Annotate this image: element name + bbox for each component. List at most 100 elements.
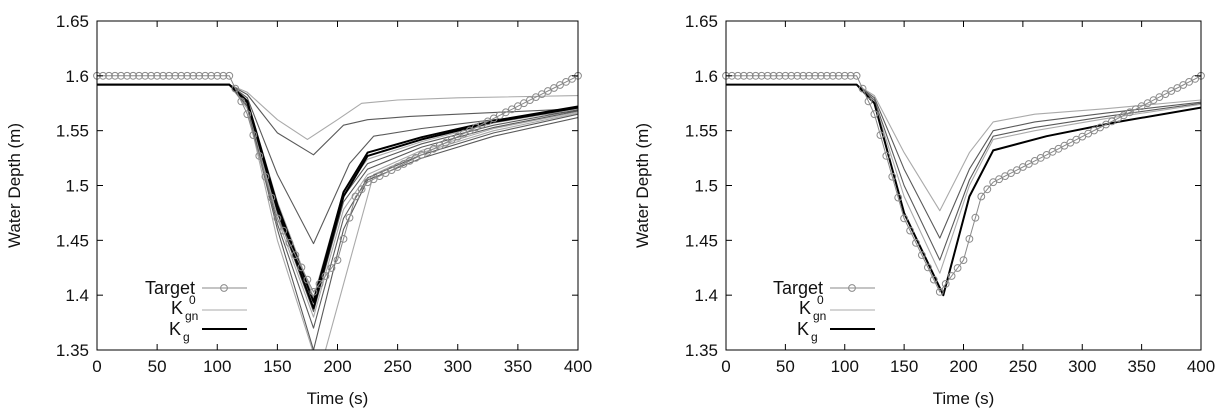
target-point	[1042, 151, 1051, 159]
target-point	[1072, 135, 1081, 144]
target-point	[375, 172, 384, 181]
x-tick-label: 150	[263, 357, 291, 376]
target-point	[840, 71, 849, 80]
plot-frame	[725, 20, 1202, 351]
target-point	[429, 144, 438, 153]
target-point	[339, 235, 348, 243]
target-point	[977, 192, 986, 201]
target-point	[1185, 78, 1193, 86]
kg-series-line	[97, 83, 578, 303]
target-point	[775, 71, 784, 80]
target-point	[111, 71, 119, 80]
x-tick-label: 100	[203, 357, 231, 376]
target-point	[739, 71, 748, 80]
target-point	[1066, 138, 1075, 147]
target-point	[453, 132, 462, 141]
target-point	[763, 71, 772, 80]
y-tick-label: 1.65	[56, 12, 89, 31]
x-tick-label: 100	[831, 357, 859, 376]
x-tick-label: 400	[1187, 357, 1215, 376]
target-point	[417, 151, 426, 159]
legend-sub-kg: g	[811, 330, 818, 344]
target-point	[935, 288, 944, 296]
target-point	[153, 71, 162, 80]
target-point	[562, 78, 570, 86]
target-point	[817, 71, 825, 80]
target-point	[1048, 147, 1057, 156]
target-point	[787, 71, 796, 80]
plot-frame	[96, 20, 579, 351]
target-point	[1001, 172, 1009, 181]
legend-sup-k0gn: 0	[817, 293, 824, 307]
k0-gn-series-line	[97, 84, 578, 245]
target-point	[357, 185, 366, 194]
target-point	[399, 160, 408, 168]
legend-sub-k0gn: gn	[813, 309, 826, 323]
legend-sub-k0gn: gn	[185, 309, 198, 323]
target-point	[912, 239, 920, 247]
legend-label-kg: K	[169, 319, 181, 339]
target-point	[1102, 120, 1110, 129]
target-point	[894, 193, 903, 202]
target-point	[1060, 141, 1069, 150]
target-point	[1013, 166, 1021, 175]
target-point	[435, 141, 444, 150]
target-point	[1119, 111, 1128, 120]
target-point	[793, 71, 802, 80]
target-point	[769, 71, 778, 80]
target-point	[852, 71, 861, 80]
target-point	[459, 129, 468, 138]
target-point	[291, 251, 300, 260]
target-point	[105, 71, 113, 80]
target-point	[829, 71, 837, 80]
target-point	[267, 193, 276, 202]
x-tick-label: 400	[564, 357, 592, 376]
target-point	[1024, 160, 1033, 168]
target-point	[1054, 144, 1063, 153]
y-tick-label: 1.6	[65, 67, 89, 86]
target-point	[261, 172, 270, 181]
target-point	[1161, 90, 1170, 98]
target-point	[381, 169, 390, 178]
target-point	[888, 172, 897, 181]
k0-gn-series-line	[726, 84, 1201, 212]
x-tick-label: 200	[323, 357, 351, 376]
y-tick-label: 1.55	[56, 122, 89, 141]
target-point	[846, 71, 855, 80]
legend-label-k0gn: K	[799, 298, 811, 318]
x-tick-label: 300	[1068, 357, 1096, 376]
target-point	[189, 71, 198, 80]
target-point	[1007, 169, 1015, 178]
y-tick-label: 1.35	[685, 341, 718, 360]
target-point	[405, 157, 414, 165]
target-point	[207, 71, 216, 80]
x-tick-label: 0	[721, 357, 730, 376]
x-tick-label: 0	[92, 357, 101, 376]
target-point	[135, 71, 144, 80]
target-point	[870, 110, 879, 119]
x-tick-label: 250	[383, 357, 411, 376]
y-tick-label: 1.35	[56, 341, 89, 360]
target-point	[781, 71, 790, 80]
target-series-line	[97, 75, 578, 293]
target-point	[520, 99, 528, 108]
target-point	[423, 147, 432, 156]
target-point	[1167, 87, 1176, 95]
target-point	[1155, 93, 1164, 101]
target-point	[864, 97, 873, 106]
target-point	[508, 105, 516, 114]
x-axis-label: Time (s)	[307, 389, 369, 408]
target-point	[159, 71, 168, 80]
target-point	[1137, 102, 1146, 111]
target-point	[1108, 117, 1116, 126]
target-point	[225, 71, 234, 80]
x-tick-label: 50	[776, 357, 795, 376]
target-point	[1143, 99, 1152, 108]
target-point	[333, 256, 342, 265]
target-point	[532, 93, 540, 101]
k0-gn-series-line	[97, 84, 578, 304]
target-point	[1078, 132, 1087, 141]
target-point	[929, 275, 938, 284]
target-point	[369, 175, 378, 184]
target-point	[177, 71, 186, 80]
